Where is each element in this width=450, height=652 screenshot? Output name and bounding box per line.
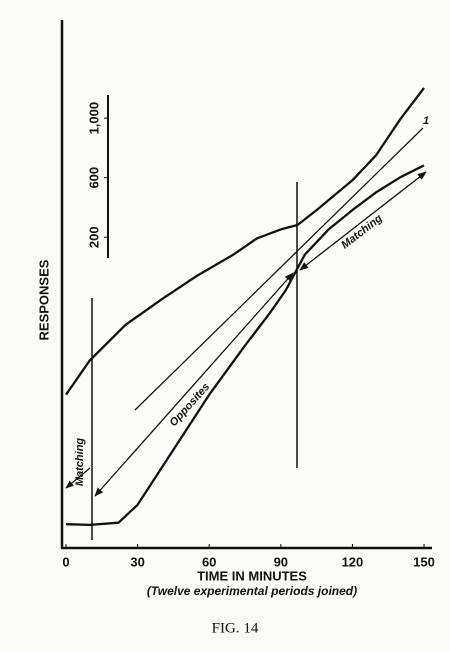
x-tick-label: 30 bbox=[130, 554, 144, 569]
arrow bbox=[94, 272, 294, 497]
cumulative-record bbox=[65, 87, 425, 396]
scale-label: 200 bbox=[86, 226, 101, 248]
scale-label: 600 bbox=[86, 167, 101, 189]
x-tick-label: 90 bbox=[274, 554, 288, 569]
y-axis-label: RESPONSES bbox=[36, 259, 51, 340]
arrow bbox=[299, 171, 427, 271]
caption: FIG. 14 bbox=[212, 620, 259, 636]
annotation: 1 bbox=[423, 115, 429, 127]
x-axis-label: TIME IN MINUTES bbox=[197, 568, 307, 583]
x-tick-label: 60 bbox=[202, 554, 216, 569]
x-axis-sublabel: (Twelve experimental periods joined) bbox=[147, 584, 357, 598]
x-tick-label: 0 bbox=[62, 554, 69, 569]
arrow bbox=[65, 467, 91, 489]
annotation: Matching bbox=[339, 212, 385, 251]
cumulative-record bbox=[65, 164, 425, 527]
annotation: Matching bbox=[74, 438, 86, 487]
x-tick-label: 120 bbox=[342, 554, 364, 569]
scale-label: 1,000 bbox=[86, 102, 101, 135]
x-tick-label: 150 bbox=[413, 554, 435, 569]
reference-line bbox=[134, 127, 424, 411]
